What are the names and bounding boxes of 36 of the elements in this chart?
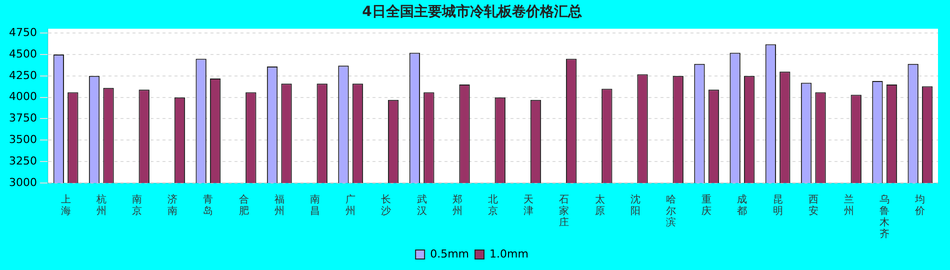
x-tick-label: 杭州	[95, 193, 106, 217]
x-tick-label: 均价	[914, 193, 926, 217]
x-tick-label: 武汉	[416, 193, 427, 217]
x-tick-label: 合肥	[238, 193, 249, 217]
x-tick-label: 太原	[594, 193, 605, 217]
x-tick-label: 北京	[488, 193, 498, 217]
x-tick-label: 济南	[168, 193, 178, 217]
x-tick-label: 郑州	[452, 193, 462, 217]
x-tick-label: 上海	[60, 193, 71, 217]
y-tick-label: 4250	[8, 68, 37, 82]
y-tick-label: 4000	[8, 90, 37, 104]
x-tick-label: 重庆	[702, 193, 712, 217]
y-tick-label: 4500	[8, 47, 37, 60]
y-tick-label: 3500	[8, 133, 37, 146]
legend-label: 0.5mm	[430, 247, 470, 260]
x-tick-label: 乌鲁木齐	[880, 193, 890, 240]
y-tick-label: 3250	[8, 154, 37, 168]
x-tick-label: 南昌	[310, 193, 320, 217]
y-tick-label: 3750	[8, 112, 37, 125]
x-tick-label: 广州	[346, 193, 356, 217]
y-tick-label: 4750	[8, 26, 37, 39]
x-tick-label: 哈尔滨	[666, 193, 676, 228]
x-tick-label: 南京	[132, 193, 142, 217]
x-tick-label: 天津	[524, 194, 534, 217]
x-tick-label: 昆明	[772, 194, 783, 217]
chart-title: 4日全国主要城市冷轧板卷价格汇总	[362, 3, 582, 20]
x-tick-label: 石家庄	[559, 194, 570, 228]
legend-label: 1.0mm	[490, 247, 528, 260]
x-tick-label: 长沙	[381, 193, 392, 217]
x-tick-label: 青岛	[203, 193, 214, 217]
x-tick-label: 兰州	[844, 193, 854, 217]
x-tick-label: 西安	[808, 194, 818, 217]
y-tick-label: 3000	[8, 176, 37, 189]
x-tick-label: 福州	[274, 193, 284, 217]
x-tick-label: 沈阳	[630, 193, 640, 217]
x-tick-label: 成都	[737, 193, 748, 217]
